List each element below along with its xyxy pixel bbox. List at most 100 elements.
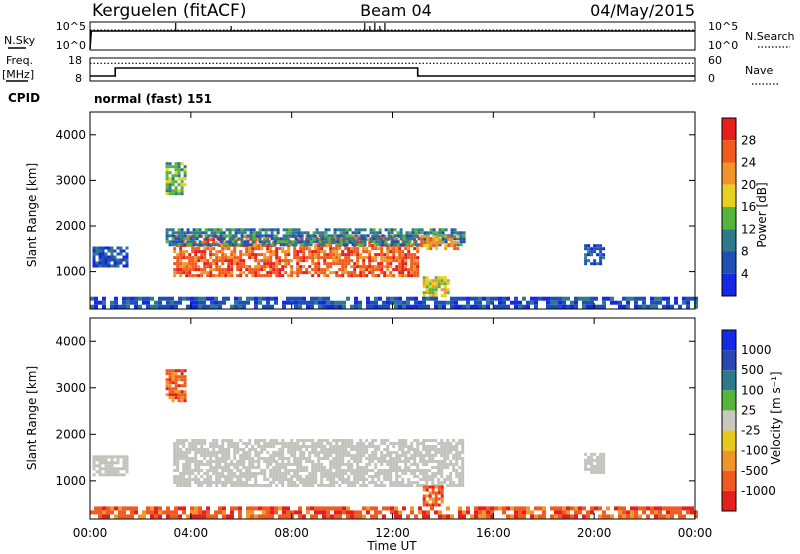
heatmap-cell <box>206 484 210 487</box>
heatmap-cell <box>356 247 360 251</box>
colorbar-swatch <box>722 251 736 274</box>
heatmap-cell <box>453 241 457 245</box>
heatmap-cell <box>178 300 182 305</box>
heatmap-cell <box>284 259 288 263</box>
heatmap-cell <box>188 463 192 466</box>
heatmap-cell <box>224 274 228 278</box>
heatmap-cell <box>188 466 192 469</box>
heatmap-cell <box>353 472 357 475</box>
heatmap-cell <box>299 448 303 451</box>
heatmap-cell <box>165 174 169 178</box>
heatmap-cell <box>242 235 246 239</box>
heatmap-cell <box>177 177 181 181</box>
heatmap-cell <box>353 253 357 257</box>
heatmap-cell <box>360 240 364 244</box>
heatmap-cell <box>174 192 178 196</box>
heatmap-cell <box>622 296 626 301</box>
heatmap-cell <box>530 300 534 305</box>
heatmap-cell <box>390 506 394 511</box>
heatmap-cell <box>362 445 366 448</box>
heatmap-cell <box>371 454 375 457</box>
heatmap-cell <box>101 473 105 477</box>
heatmap-cell <box>114 514 118 519</box>
heatmap-cell <box>296 457 300 460</box>
heatmap-cell <box>347 475 351 478</box>
heatmap-cell <box>434 276 438 280</box>
heatmap-cell <box>410 469 414 472</box>
heatmap-cell <box>422 448 426 451</box>
heatmap-cell <box>395 457 399 460</box>
heatmap-cell <box>248 463 252 466</box>
heatmap-cell <box>266 460 270 463</box>
heatmap-cell <box>263 457 267 460</box>
heatmap-cell <box>322 304 326 309</box>
heatmap-cell <box>188 235 192 239</box>
heatmap-cell <box>239 454 243 457</box>
heatmap-cell <box>461 439 465 442</box>
heatmap-cell <box>168 234 172 238</box>
heatmap-cell <box>371 457 375 460</box>
heatmap-cell <box>380 481 384 484</box>
heatmap-cell <box>251 271 255 275</box>
heatmap-cell <box>206 296 210 301</box>
heatmap-cell <box>401 472 405 475</box>
heatmap-cell <box>392 442 396 445</box>
heatmap-cell <box>202 510 206 515</box>
heatmap-cell <box>320 256 324 260</box>
heatmap-cell <box>370 300 374 305</box>
heatmap-cell <box>339 243 343 247</box>
heatmap-cell <box>413 463 417 466</box>
heatmap-cell <box>275 262 279 266</box>
heatmap-cell <box>318 296 322 301</box>
heatmap-cell <box>362 454 366 457</box>
heatmap-cell <box>662 506 666 511</box>
heatmap-cell <box>383 439 387 442</box>
heatmap-cell <box>395 475 399 478</box>
heatmap-cell <box>203 250 207 254</box>
heatmap-cell <box>260 253 264 257</box>
heatmap-cell <box>326 469 330 472</box>
heatmap-cell <box>341 262 345 266</box>
heatmap-cell <box>269 268 273 272</box>
heatmap-cell <box>302 296 306 301</box>
heatmap-cell <box>101 455 105 459</box>
heatmap-cell <box>142 296 146 301</box>
heatmap-cell <box>354 510 358 515</box>
heatmap-cell <box>177 192 181 196</box>
heatmap-cell <box>212 466 216 469</box>
heatmap-cell <box>360 228 364 232</box>
heatmap-cell <box>320 481 324 484</box>
heatmap-cell <box>377 445 381 448</box>
heatmap-cell <box>209 271 213 275</box>
heatmap-cell <box>200 253 204 257</box>
heatmap-cell <box>347 466 351 469</box>
heatmap-cell <box>554 506 558 511</box>
heatmap-cell <box>461 460 465 463</box>
heatmap-cell <box>599 470 603 474</box>
heatmap-cell <box>150 304 154 309</box>
heatmap-cell <box>311 445 315 448</box>
heatmap-cell <box>320 445 324 448</box>
heatmap-cell <box>596 247 600 251</box>
heatmap-cell <box>371 475 375 478</box>
heatmap-cell <box>440 294 444 298</box>
heatmap-cell <box>260 448 264 451</box>
heatmap-cell <box>362 247 366 251</box>
heatmap-cell <box>590 510 594 515</box>
heatmap-cell <box>254 451 258 454</box>
heatmap-cell <box>408 240 412 244</box>
heatmap-cell <box>338 262 342 266</box>
heatmap-cell <box>558 304 562 309</box>
heatmap-cell <box>281 268 285 272</box>
heatmap-cell <box>311 451 315 454</box>
heatmap-cell <box>252 237 256 241</box>
heatmap-cell <box>194 304 198 309</box>
heatmap-cell <box>452 481 456 484</box>
heatmap-cell <box>263 259 267 263</box>
heatmap-cell <box>290 484 294 487</box>
heatmap-cell <box>165 237 169 241</box>
heatmap-cell <box>374 481 378 484</box>
heatmap-cell <box>272 250 276 254</box>
heatmap-cell <box>236 256 240 260</box>
heatmap-cell <box>173 460 177 463</box>
